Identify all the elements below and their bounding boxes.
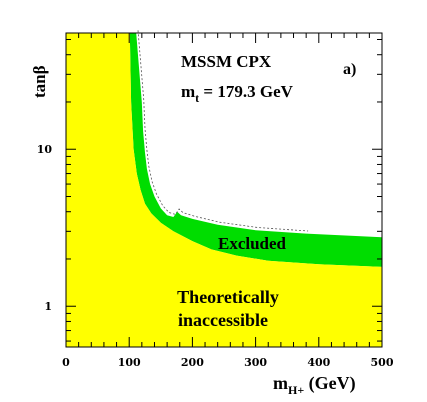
- subtitle-main: m: [181, 82, 195, 101]
- x-axis-title: mH+ (GeV): [273, 373, 356, 397]
- theoretically-inaccessible-label-line1: Theoretically: [177, 287, 279, 307]
- x-tick-label: 100: [118, 356, 141, 369]
- chart-title: MSSM CPX: [181, 52, 272, 71]
- x-tick-label: 0: [62, 356, 70, 369]
- excluded-region: [66, 33, 382, 267]
- x-axis-title-main: m: [273, 373, 288, 393]
- y-tick-label: 10: [37, 143, 53, 156]
- exclusion-contour: [137, 30, 309, 232]
- theoretical-region: [66, 33, 382, 347]
- x-axis-title-subscript: H+: [288, 383, 304, 397]
- x-axis-title-rest: (GeV): [304, 373, 355, 394]
- theoretically-inaccessible-label-line2: inaccessible: [178, 310, 268, 330]
- chart-subtitle: mt = 179.3 GeV: [181, 82, 294, 105]
- x-tick-label: 400: [307, 356, 330, 369]
- subtitle-rest: = 179.3 GeV: [199, 82, 293, 101]
- excluded-region-label: Excluded: [218, 234, 287, 253]
- y-tick-label: 1: [44, 300, 52, 313]
- subtitle-subscript: t: [195, 91, 199, 105]
- x-tick-label: 300: [244, 356, 267, 369]
- x-tick-label: 500: [371, 356, 394, 369]
- axis-ticks: 0 100 200 300 400 500 1 10: [37, 33, 394, 369]
- chart-regions: [66, 30, 382, 347]
- x-tick-label: 200: [181, 356, 204, 369]
- y-axis-title: tanβ: [30, 65, 49, 98]
- panel-label: a): [343, 61, 356, 78]
- plot-frame: [65, 32, 383, 348]
